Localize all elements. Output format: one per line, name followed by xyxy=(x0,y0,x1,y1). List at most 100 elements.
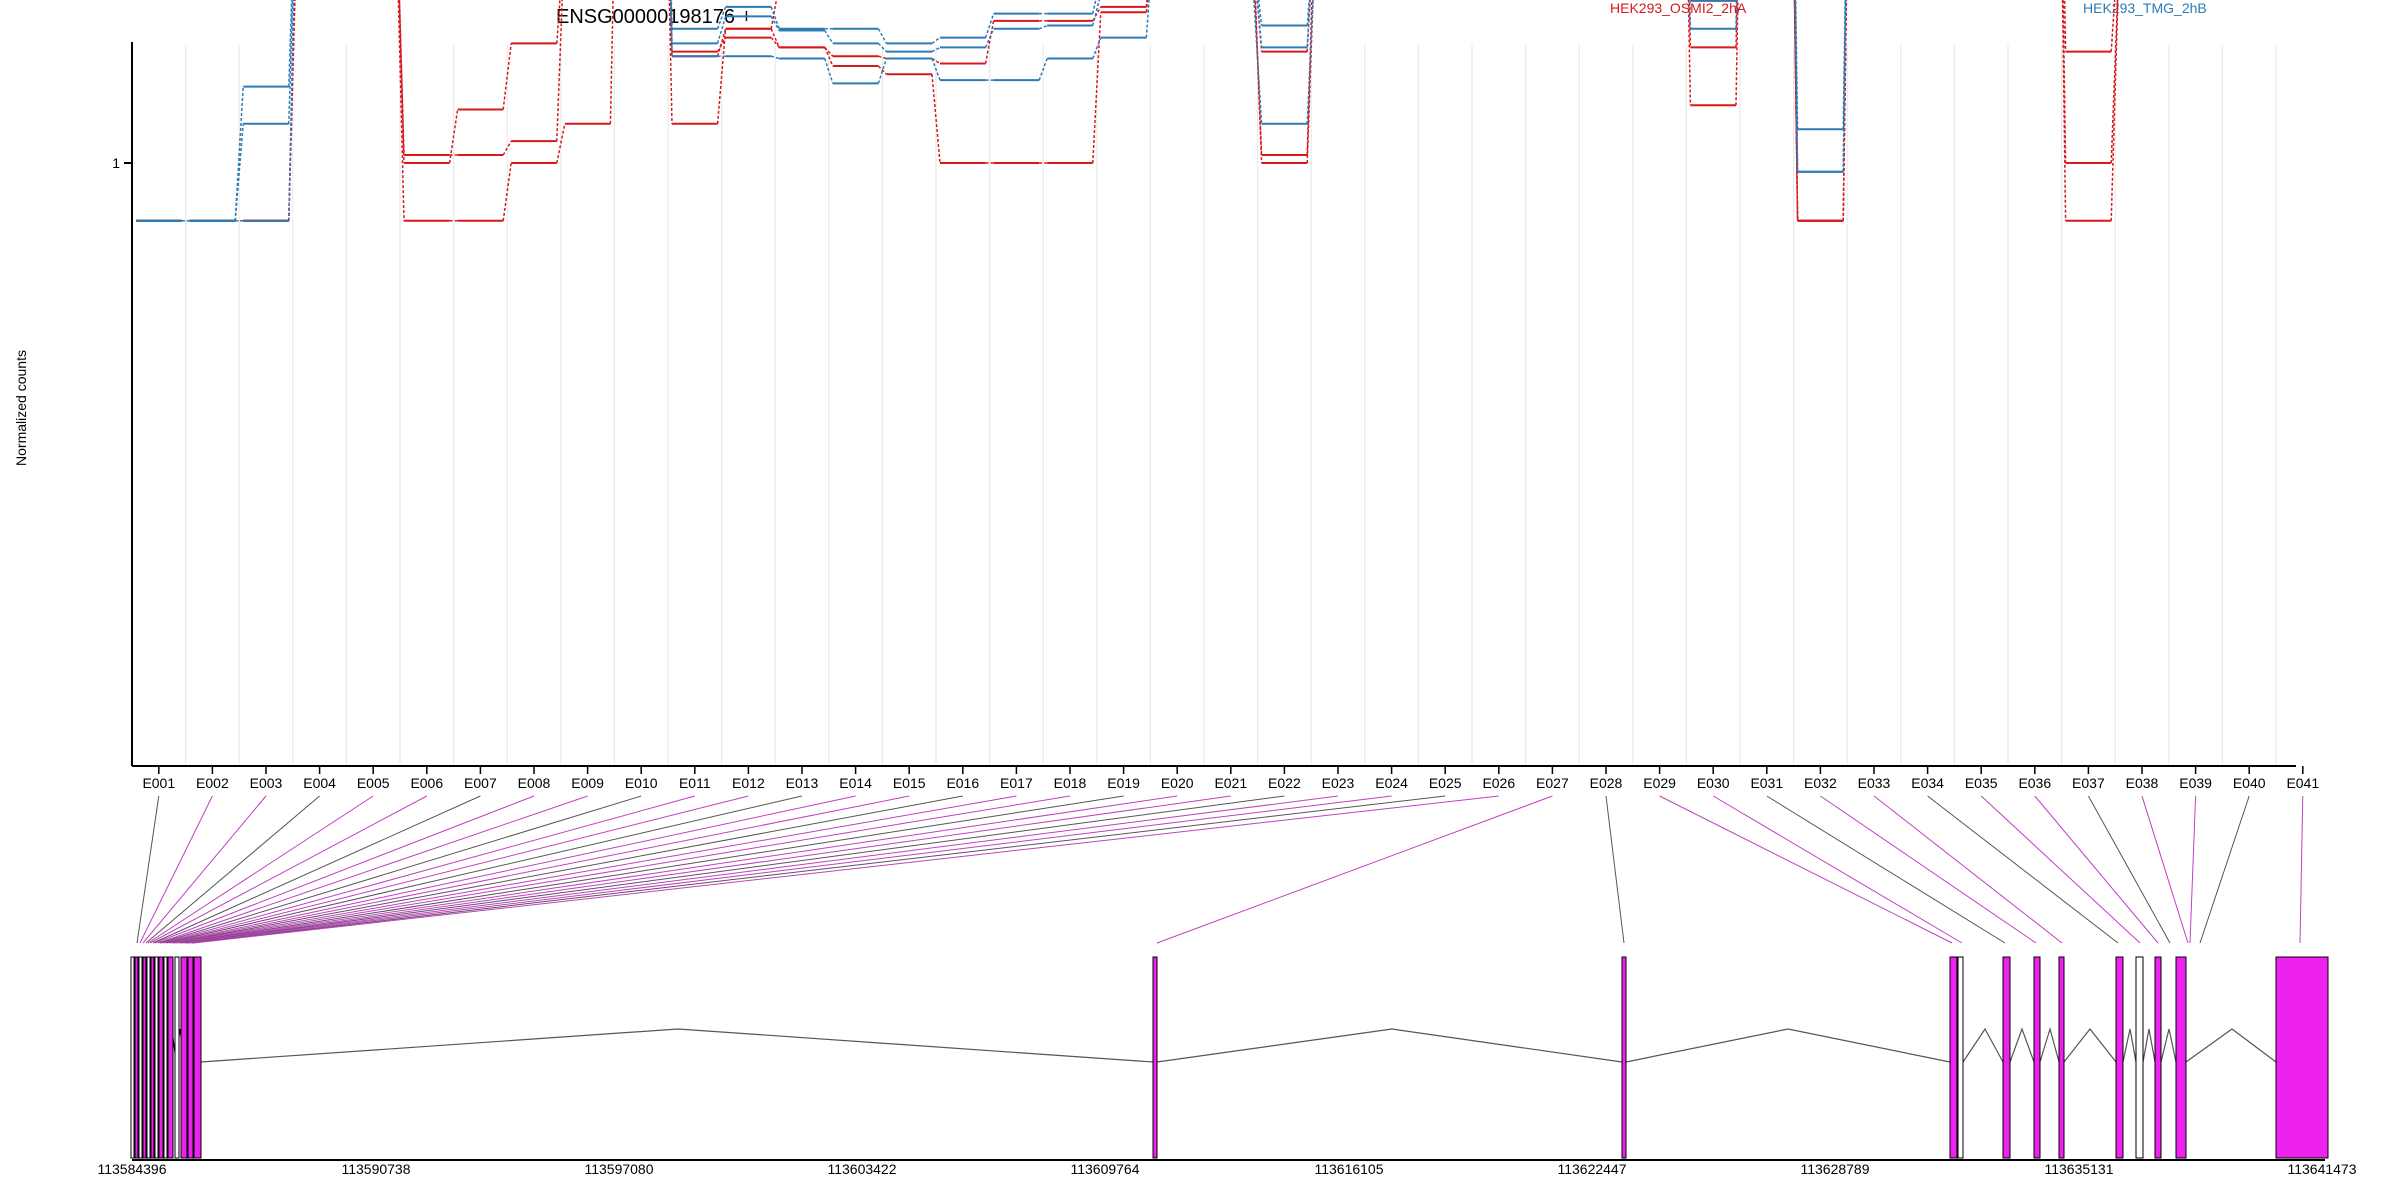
noncounted-exon-box xyxy=(174,956,180,1159)
x-tick-label: E018 xyxy=(1054,775,1087,791)
noncounted-exon-box xyxy=(163,956,168,1159)
x-tick-label: E027 xyxy=(1536,775,1569,791)
noncounted-exon-box xyxy=(1957,956,1964,1159)
genomic-coordinate-label: 113609764 xyxy=(1070,1161,1139,1177)
exon-connector-line xyxy=(185,795,1285,944)
exon-box xyxy=(2175,956,2187,1159)
series-line-transitions xyxy=(181,0,2119,222)
exon-connector-line xyxy=(159,795,642,944)
exon-box xyxy=(2115,956,2124,1159)
x-tick-label: E009 xyxy=(571,775,604,791)
exon-connector-line xyxy=(152,795,481,944)
intron-line xyxy=(1156,1028,1623,1063)
exon-connector-line xyxy=(1766,795,2006,944)
exon-connector-line xyxy=(179,795,1124,944)
exon-connector-line xyxy=(1605,795,1625,944)
x-tick-label: E017 xyxy=(1000,775,1033,791)
genomic-coordinate-label: 113628789 xyxy=(1800,1161,1869,1177)
intron-line xyxy=(2122,1028,2137,1063)
x-tick-label: E035 xyxy=(1965,775,1998,791)
intron-line xyxy=(2039,1026,2060,1063)
y-ticks: 1101001000 xyxy=(112,155,132,171)
exon-boxes xyxy=(130,956,2329,1159)
genomic-coordinate-label: 113635131 xyxy=(2044,1161,2113,1177)
x-tick-label: E021 xyxy=(1214,775,1247,791)
exon-connector-line xyxy=(154,795,535,944)
genomic-coordinate-label: 113616105 xyxy=(1314,1161,1383,1177)
intron-line xyxy=(2185,1028,2277,1063)
x-tick-label: E029 xyxy=(1643,775,1676,791)
exon-connector-line xyxy=(136,795,160,944)
exon-connector-line xyxy=(191,795,1446,944)
x-tick-label: E040 xyxy=(2233,775,2266,791)
exon-connector-line xyxy=(1873,795,2063,944)
x-tick-label: E037 xyxy=(2072,775,2105,791)
x-tick-label: E026 xyxy=(1482,775,1515,791)
x-tick-label: E010 xyxy=(625,775,658,791)
y-axis-label: Normalized counts xyxy=(13,350,29,466)
exon-box xyxy=(1949,956,1958,1159)
x-tick-label: E030 xyxy=(1697,775,1730,791)
x-tick-label: E023 xyxy=(1322,775,1355,791)
exon-connector-line xyxy=(1820,795,2037,944)
exon-box xyxy=(1621,956,1627,1159)
x-tick-label: E041 xyxy=(2286,775,2319,791)
exon-box xyxy=(1152,956,1158,1159)
exon-connector-line xyxy=(2189,795,2197,944)
noncounted-exon-box xyxy=(146,956,151,1159)
y-axis: 1101001000 xyxy=(112,42,133,766)
intron-line xyxy=(200,1028,1154,1063)
exon-connector-line xyxy=(163,795,749,944)
exon-connector-line xyxy=(2199,795,2250,944)
legend-entry-tmg: HEK293_TMG_2hB xyxy=(2083,0,2207,16)
x-axis: E001 E002 E003 E004 E005 E006 E007 E008 E009 E010… xyxy=(132,765,2319,791)
exon-box xyxy=(193,956,202,1159)
intron-line xyxy=(2009,1027,2035,1063)
x-tick-label: E016 xyxy=(946,775,979,791)
exon-connector-line xyxy=(157,795,588,944)
exon-box xyxy=(2033,956,2041,1159)
genomic-coordinate-label: 113584396 xyxy=(97,1161,166,1177)
exon-connector-line xyxy=(1927,795,2119,944)
series-lines xyxy=(136,0,2119,222)
exon-connector-line xyxy=(2141,795,2189,944)
x-tick-label: E022 xyxy=(1268,775,1301,791)
x-tick-label: E007 xyxy=(464,775,497,791)
exon-box xyxy=(158,956,164,1159)
exon-box xyxy=(180,956,188,1159)
exon-connector-line xyxy=(172,795,963,944)
noncounted-exon-box xyxy=(138,956,143,1159)
intron-line xyxy=(2063,1028,2117,1063)
x-tick-label: E001 xyxy=(142,775,175,791)
genomic-coordinate-label: 113597080 xyxy=(584,1161,653,1177)
exon-connector-line xyxy=(145,795,320,944)
exon-connector-line xyxy=(181,795,1178,944)
x-tick-label: E034 xyxy=(1911,775,1944,791)
exon-box xyxy=(2058,956,2065,1159)
exon-connector-line xyxy=(139,795,213,944)
exon-connector-line xyxy=(174,795,1017,944)
genomic-coordinate-labels: 113584396 113590738 113597080 113603422 1136… xyxy=(97,1161,2356,1177)
series-line-transitions xyxy=(181,0,2119,222)
exon-connector-line xyxy=(193,795,1499,944)
intron-line xyxy=(2160,1028,2177,1063)
exon-connector-line xyxy=(176,795,1071,944)
exon-connector-line xyxy=(2299,795,2304,944)
x-tick-label: E005 xyxy=(357,775,390,791)
exon-connector-line xyxy=(2034,795,2159,944)
x-tick-label: E025 xyxy=(1429,775,1462,791)
legend-entry-osmi2: HEK293_OSMI2_2hA xyxy=(1610,0,1747,16)
exon-connector-line xyxy=(1712,795,1963,944)
exon-connector-line xyxy=(183,795,1231,944)
genomic-coordinate-label: 113603422 xyxy=(827,1161,896,1177)
x-tick-label: E004 xyxy=(303,775,336,791)
x-tick-label: E011 xyxy=(679,775,711,791)
exon-box xyxy=(2275,956,2329,1159)
exon-connector-line xyxy=(142,795,267,944)
exon-box xyxy=(150,956,155,1159)
grid-lines xyxy=(185,45,2277,764)
x-tick-label: E015 xyxy=(893,775,926,791)
exon-connector-line xyxy=(1980,795,2141,944)
x-tick-label: E012 xyxy=(732,775,765,791)
exon-box xyxy=(187,956,194,1159)
